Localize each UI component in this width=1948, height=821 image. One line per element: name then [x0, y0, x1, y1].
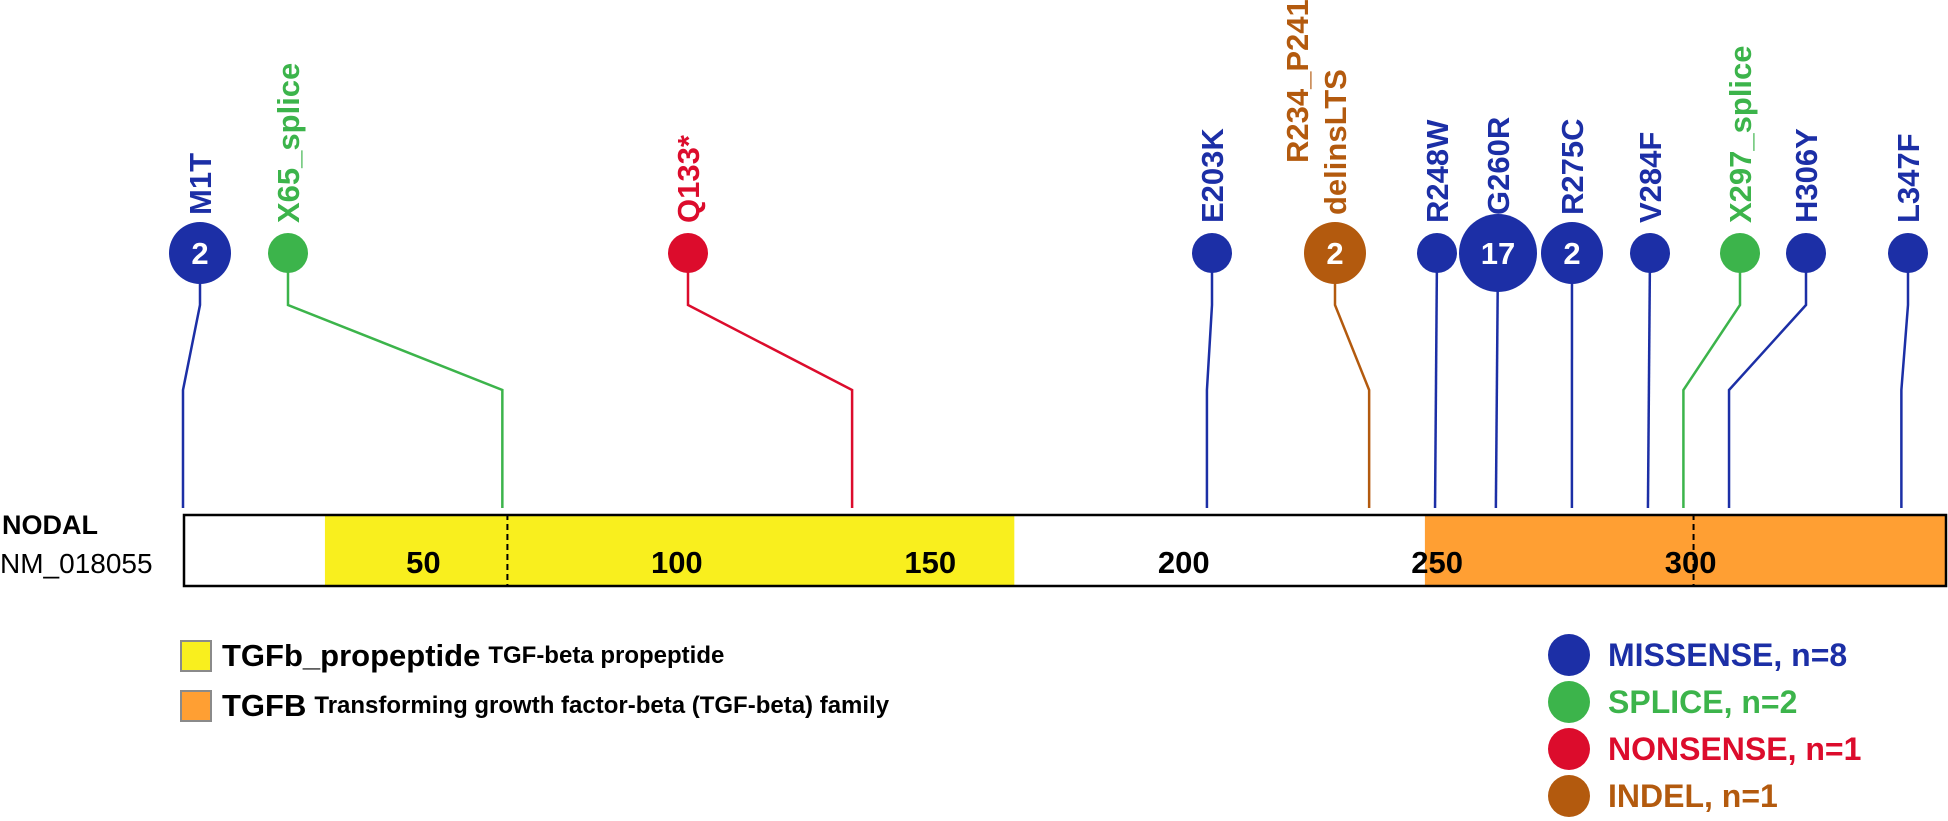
- domain-description: TGF-beta propeptide: [488, 642, 725, 669]
- tick-label: 250: [1411, 545, 1463, 580]
- domain-name: TGFb_propeptide: [222, 638, 481, 673]
- mutation-label: R248W: [1420, 119, 1455, 223]
- mutation-label: delinsLTS: [1318, 69, 1353, 215]
- tick-label: 50: [406, 545, 440, 580]
- tick-label: 200: [1158, 545, 1210, 580]
- mutation-label: R275C: [1555, 119, 1590, 216]
- mutation-stem: [1727, 253, 1808, 508]
- domain-legend-item-propeptide: TGFb_propeptide TGF-beta propeptide: [180, 638, 724, 674]
- type-legend-missense: MISSENSE, n=8: [1548, 634, 1847, 676]
- mutation-label: H306Y: [1789, 128, 1824, 223]
- type-legend-splice: SPLICE, n=2: [1548, 681, 1797, 723]
- type-legend-label: SPLICE, n=2: [1608, 683, 1798, 720]
- nonsense-dot: [1548, 728, 1590, 770]
- protein-backbone: [182, 513, 1948, 588]
- mutation-stem: [1646, 252, 1652, 509]
- mutation-head: [169, 222, 231, 284]
- tick-label: 300: [1665, 545, 1717, 580]
- mutation-count: 2: [1326, 236, 1343, 271]
- mutation-stem: [686, 253, 854, 508]
- mutation-head: [1720, 233, 1760, 273]
- tick-label: 150: [904, 545, 956, 580]
- mutation-head: [1459, 214, 1537, 292]
- mutation-head: [1888, 233, 1928, 273]
- tick-label: 100: [651, 545, 703, 580]
- tgfb-swatch: [180, 690, 212, 722]
- mutation-head: [1417, 233, 1457, 273]
- transcript-id: NM_018055: [0, 548, 153, 579]
- mutation-count: 2: [191, 236, 208, 271]
- mutation-head: [1786, 233, 1826, 273]
- mutation-stem: [181, 253, 202, 508]
- mutation-head: [1541, 222, 1603, 284]
- mutation-stem: [1900, 253, 1910, 508]
- mutation-stem: [1494, 252, 1500, 509]
- mutation-label: G260R: [1481, 117, 1516, 215]
- mutation-label: R234_P241: [1280, 0, 1315, 163]
- propeptide-swatch: [180, 640, 212, 672]
- domain-description: Transforming growth factor-beta (TGF-bet…: [314, 692, 890, 719]
- mutation-head: [1630, 233, 1670, 273]
- indel-dot: [1548, 775, 1590, 817]
- mutation-label: M1T: [183, 153, 218, 215]
- type-legend-nonsense: NONSENSE, n=1: [1548, 728, 1861, 770]
- domain-name: TGFB: [222, 688, 307, 723]
- type-legend-label: MISSENSE, n=8: [1608, 636, 1848, 673]
- splice-dot: [1548, 681, 1590, 723]
- mutation-stem: [1433, 252, 1439, 509]
- domain-tgfb_propeptide: [324, 514, 1015, 587]
- type-legend-label: INDEL, n=1: [1608, 777, 1778, 814]
- mutation-head: [668, 233, 708, 273]
- mutation-label: Q133*: [671, 134, 706, 223]
- mutation-head: [1192, 233, 1232, 273]
- mutation-label: X65_splice: [271, 63, 306, 223]
- mutation-stem: [1682, 253, 1742, 508]
- mutation-label: V284F: [1633, 132, 1668, 223]
- gene-name: NODAL: [2, 510, 98, 540]
- domain-tgfb: [1424, 514, 1947, 587]
- mutation-count: 2: [1563, 236, 1580, 271]
- mutation-count: 17: [1481, 236, 1515, 271]
- mutation-stem: [1333, 253, 1371, 508]
- domain-legend-item-tgfb: TGFB Transforming growth factor-beta (TG…: [180, 688, 889, 724]
- mutation-head: [268, 233, 308, 273]
- mutation-stem: [286, 253, 504, 508]
- missense-dot: [1548, 634, 1590, 676]
- mutation-head: [1304, 222, 1366, 284]
- type-legend-indel: INDEL, n=1: [1548, 775, 1778, 817]
- type-legend-label: NONSENSE, n=1: [1608, 730, 1862, 767]
- mutation-label: E203K: [1195, 128, 1230, 223]
- mutation-label: L347F: [1891, 133, 1926, 223]
- mutation-stem: [1205, 253, 1214, 508]
- mutation-label: X297_splice: [1723, 45, 1758, 223]
